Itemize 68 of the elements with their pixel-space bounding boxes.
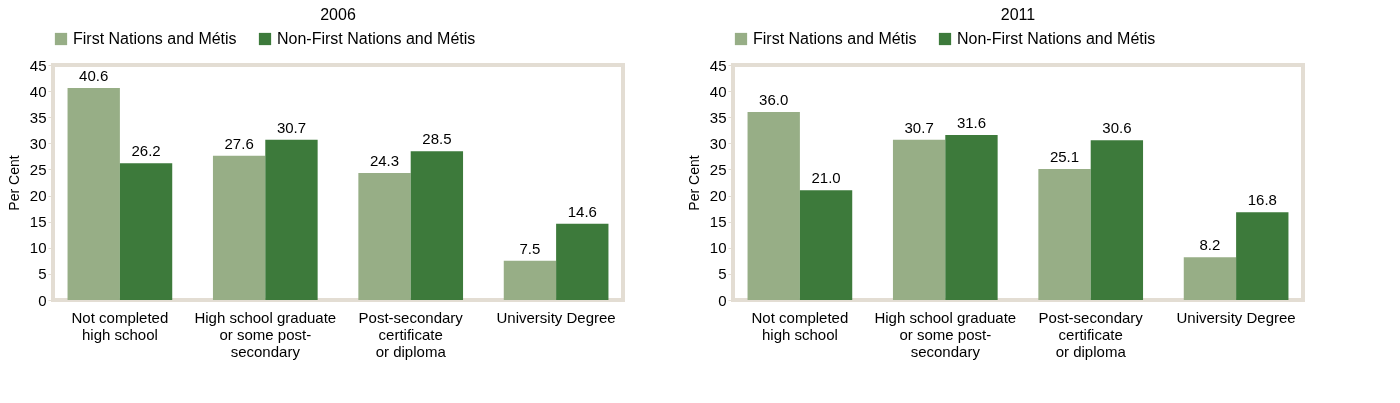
x-tick-label: Not completed high school: [71, 308, 169, 343]
y-axis-title: Per Cent: [685, 155, 702, 211]
text: 28.5: [422, 130, 452, 148]
bar: [1090, 140, 1144, 300]
text: 16.8: [1247, 191, 1277, 209]
legend-label: Non-First Nations and Métis: [957, 30, 1156, 47]
bar: [265, 139, 318, 300]
y-tick-label: 10: [709, 239, 727, 257]
y-tick-label: 40: [29, 82, 47, 100]
bar: [212, 155, 266, 300]
x-tick-label: Post-secondary certificate or diploma: [358, 308, 464, 360]
bar: [1038, 168, 1091, 300]
x-tick-label: University Degree: [1176, 308, 1296, 326]
bar: [67, 87, 120, 300]
y-tick-label: 15: [29, 213, 47, 231]
text: 31.6: [956, 113, 987, 131]
y-tick-label: 40: [709, 82, 727, 100]
text: 40.6: [79, 66, 109, 84]
text: 24.3: [369, 152, 400, 170]
y-tick-label: 0: [38, 291, 47, 309]
text: 8.2: [1199, 236, 1221, 254]
text: 30.6: [1102, 119, 1132, 137]
text: 30.7: [276, 118, 307, 136]
legend-label: First Nations and Métis: [753, 30, 917, 47]
y-tick-label: 35: [29, 108, 47, 126]
x-tick-label: University Degree: [496, 308, 616, 326]
bar: [410, 151, 464, 300]
x-tick-label: Post-secondary certificate or diploma: [1038, 308, 1144, 360]
bar: [556, 223, 609, 300]
text: 7.5: [519, 239, 541, 257]
text: 36.0: [759, 91, 789, 108]
bar: [358, 173, 411, 300]
legend-label: Non-First Nations and Métis: [277, 30, 476, 47]
y-tick-label: 10: [29, 239, 47, 257]
y-tick-label: 45: [709, 56, 727, 74]
chart-title: 2006: [320, 6, 356, 23]
text: 30.7: [904, 118, 934, 136]
legend-label: First Nations and Métis: [73, 30, 237, 47]
y-tick-label: 45: [29, 56, 47, 74]
bar: [1183, 257, 1237, 300]
bar: [892, 139, 946, 300]
bar: [747, 112, 800, 300]
bar: [1236, 212, 1289, 300]
y-tick-label: 0: [718, 291, 727, 309]
y-tick-label: 20: [29, 187, 47, 205]
x-tick-label: High school graduate or some post- secondary: [194, 308, 337, 360]
y-tick-label: 25: [709, 160, 727, 178]
text: 14.6: [567, 202, 597, 220]
x-tick-label: Not completed high school: [751, 308, 849, 343]
y-tick-label: 5: [718, 265, 727, 283]
text: 25.1: [1049, 147, 1080, 165]
y-tick-label: 30: [709, 134, 727, 152]
bar: [799, 190, 853, 300]
bar: [945, 134, 998, 300]
chart-title: 2011: [1000, 6, 1036, 23]
y-tick-label: 20: [709, 187, 727, 205]
x-tick-label: High school graduate or some post- secondary: [874, 308, 1017, 360]
y-tick-label: 5: [38, 265, 47, 283]
y-tick-label: 25: [29, 160, 47, 178]
text: 27.6: [224, 134, 254, 152]
text: 21.0: [811, 169, 841, 187]
bar: [503, 260, 557, 300]
text: 26.2: [131, 142, 161, 160]
y-tick-label: 30: [29, 134, 47, 152]
y-axis-title: Per Cent: [5, 155, 22, 211]
y-tick-label: 35: [709, 108, 727, 126]
y-tick-label: 15: [709, 213, 727, 231]
bar: [119, 163, 173, 300]
